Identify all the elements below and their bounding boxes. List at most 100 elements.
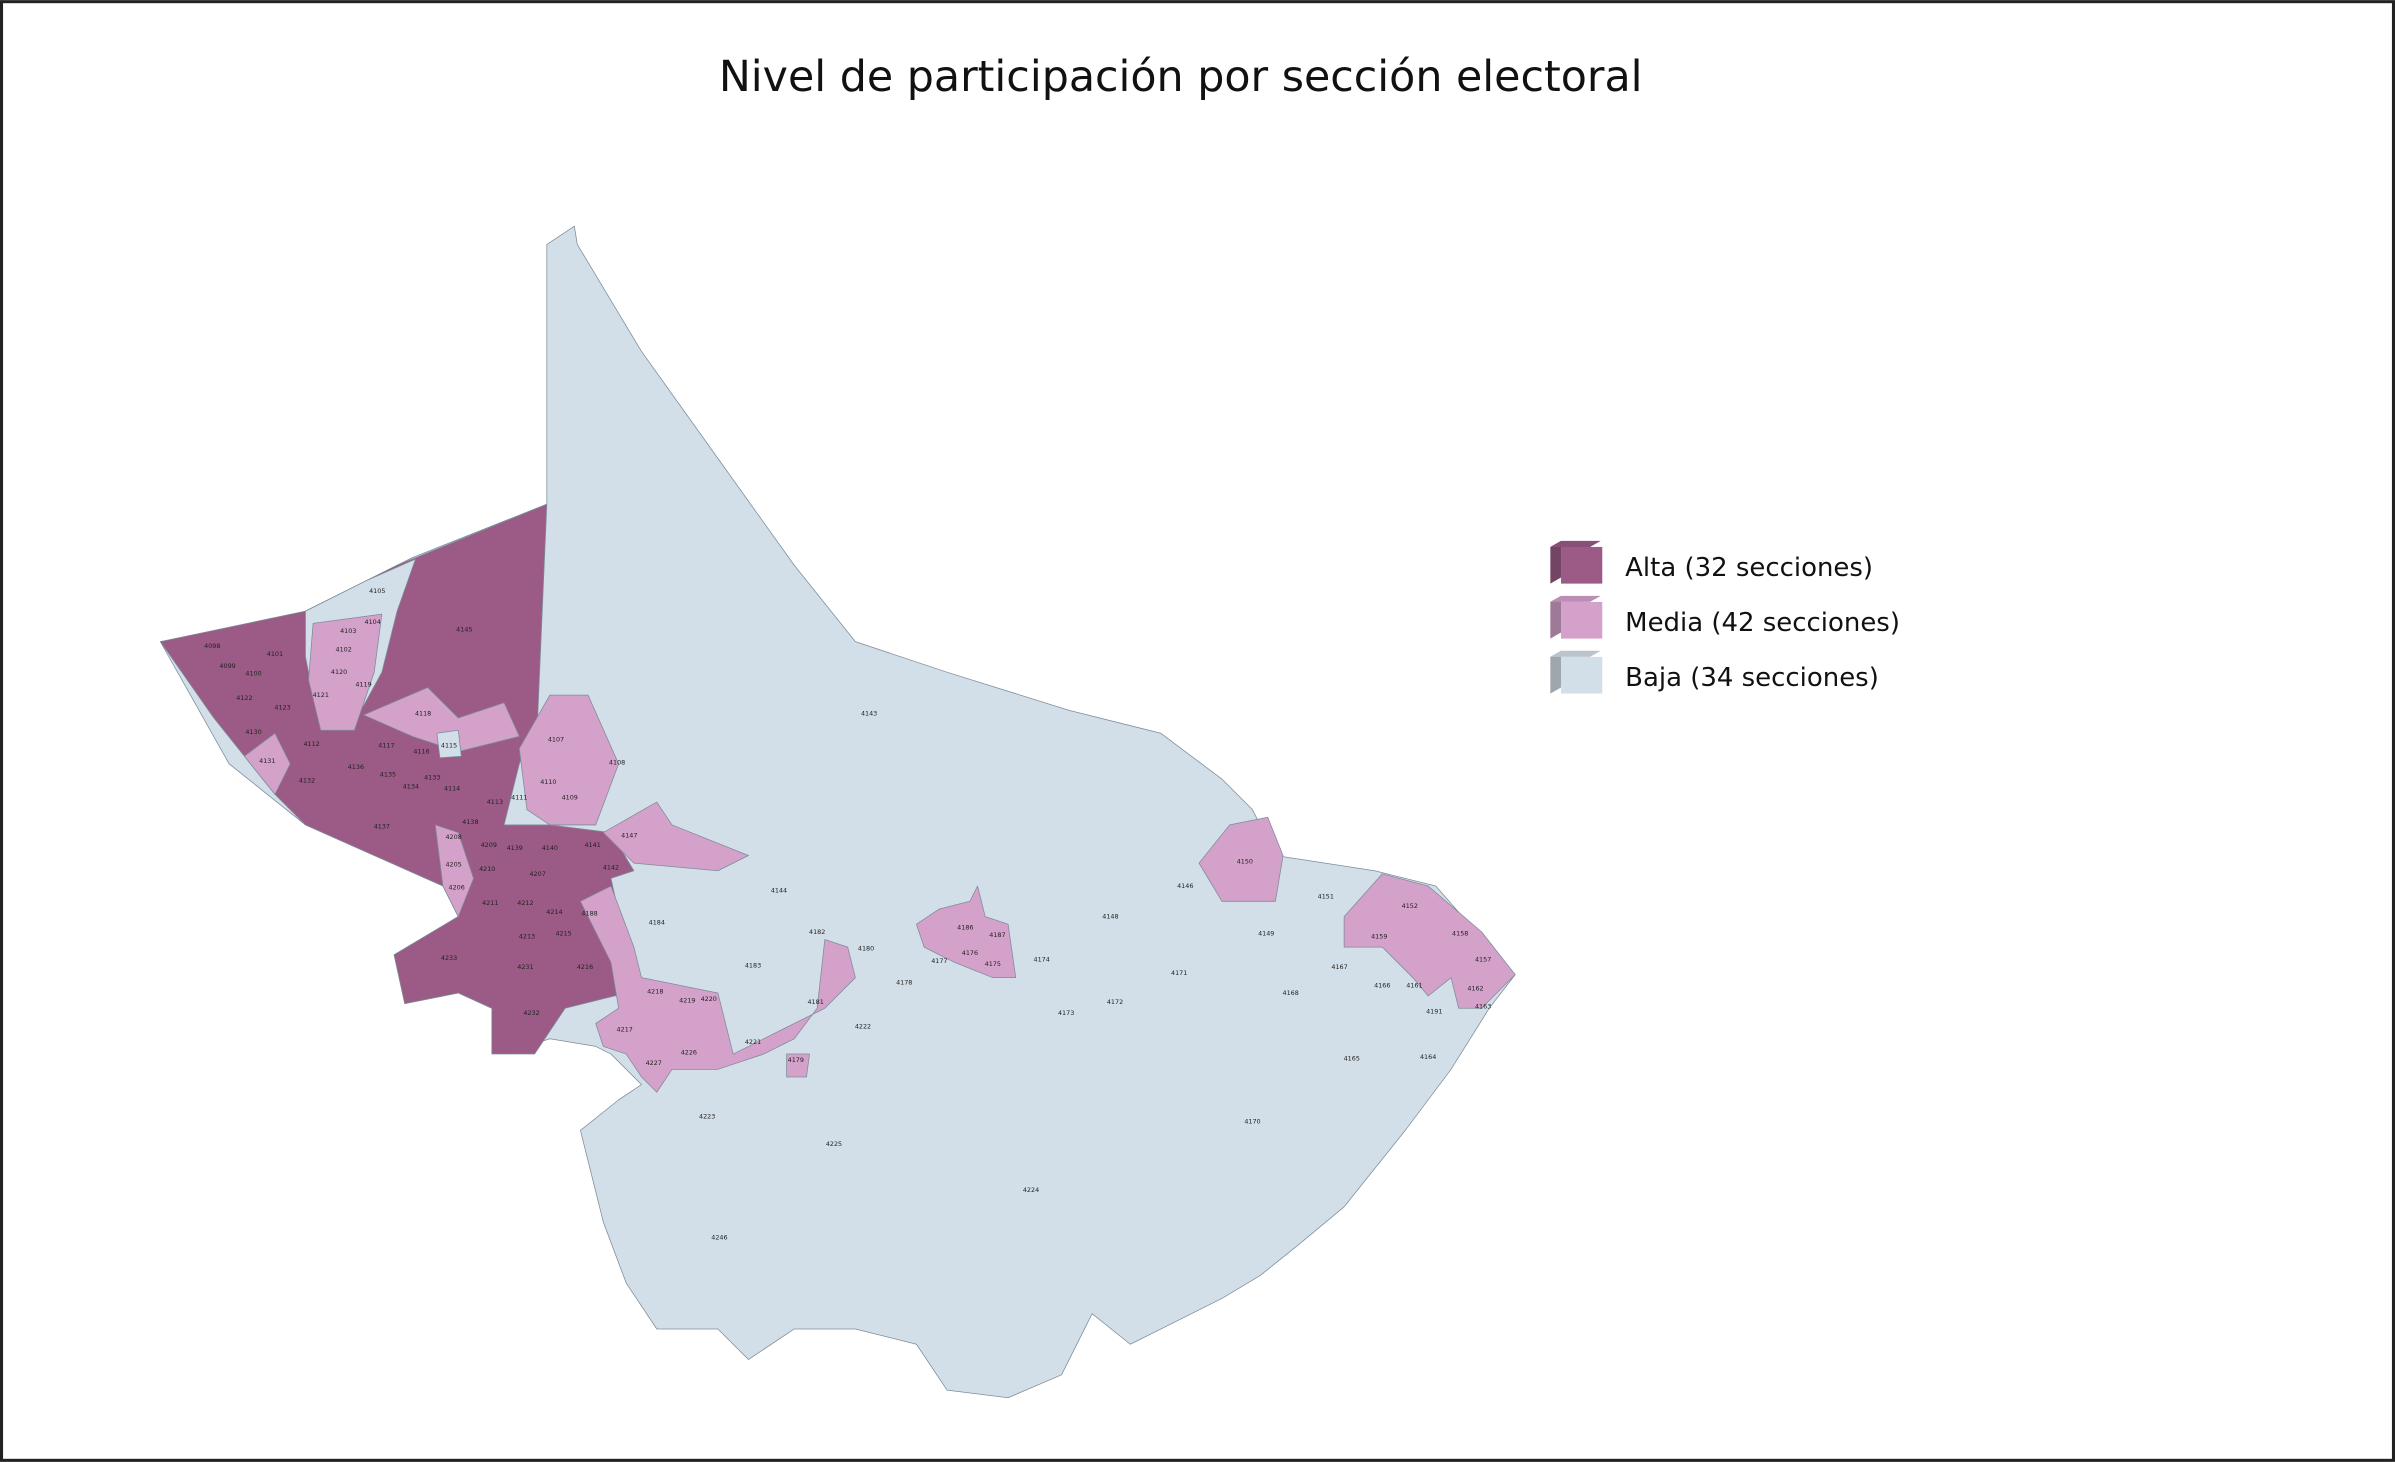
- legend: Alta (32 secciones) Media (42 secciones) B…: [1550, 540, 1900, 694]
- section-label: 4226: [681, 1049, 697, 1057]
- section-label: 4209: [481, 841, 497, 849]
- section-label: 4117: [378, 742, 394, 750]
- section-label: 4163: [1475, 1003, 1491, 1011]
- section-label: 4142: [603, 864, 619, 872]
- section-label: 4211: [482, 899, 498, 907]
- section-label: 4107: [548, 735, 564, 743]
- section-label: 4217: [617, 1026, 633, 1034]
- section-label: 4224: [1023, 1186, 1039, 1194]
- section-label: 4210: [479, 865, 495, 873]
- section-label: 4186: [957, 923, 973, 931]
- section-label: 4150: [1237, 858, 1253, 866]
- section-label: 4231: [517, 963, 533, 971]
- section-label: 4122: [236, 694, 252, 702]
- section-label: 4181: [807, 998, 823, 1006]
- region: [580, 885, 856, 1093]
- legend-swatch-top: [1550, 595, 1601, 602]
- section-label: 4108: [609, 758, 625, 766]
- section-label: 4214: [546, 908, 562, 916]
- section-label: 4116: [413, 748, 429, 756]
- section-label: 4216: [577, 963, 593, 971]
- section-label: 4147: [621, 832, 637, 840]
- region: [436, 729, 462, 759]
- section-label: 4103: [340, 627, 356, 635]
- section-labels: 4143 4145 4105 4104 4103 4102 4101 4100 4099 4098…: [204, 587, 1491, 1241]
- section-label: 4176: [962, 949, 978, 957]
- section-label: 4119: [355, 680, 371, 688]
- legend-swatch: [1561, 601, 1603, 639]
- section-label: 4222: [855, 1023, 871, 1031]
- region: [602, 801, 749, 872]
- section-label: 4158: [1452, 929, 1468, 937]
- section-label: 4104: [365, 618, 381, 626]
- section-label: 4098: [204, 642, 220, 650]
- section-label: 4143: [861, 709, 877, 717]
- section-label: 4166: [1374, 981, 1390, 989]
- section-label: 4174: [1034, 955, 1050, 963]
- section-label: 4167: [1331, 963, 1347, 971]
- section-label: 4179: [788, 1056, 804, 1064]
- region: [308, 613, 383, 731]
- section-label: 4159: [1371, 932, 1387, 940]
- section-label: 4099: [219, 662, 235, 670]
- section-label: 4114: [444, 784, 460, 792]
- section-label: 4123: [274, 703, 290, 711]
- regions: [159, 225, 1516, 1399]
- legend-swatch-side: [1550, 650, 1562, 694]
- section-label: 4118: [415, 709, 431, 717]
- section-label: 4164: [1420, 1053, 1436, 1061]
- section-label: 4151: [1318, 893, 1334, 901]
- section-label: 4213: [519, 932, 535, 940]
- section-label: 4175: [985, 960, 1001, 968]
- section-label: 4134: [403, 783, 419, 791]
- region: [1343, 873, 1516, 1009]
- section-label: 4113: [487, 798, 503, 806]
- section-label: 4162: [1467, 984, 1483, 992]
- section-label: 4130: [245, 728, 261, 736]
- section-label: 4161: [1406, 981, 1422, 989]
- legend-swatch: [1561, 546, 1603, 584]
- section-label: 4207: [529, 870, 545, 878]
- section-label: 4100: [245, 670, 261, 678]
- section-label: 4131: [259, 757, 275, 765]
- section-label: 4148: [1102, 913, 1118, 921]
- legend-label: Alta (32 secciones): [1625, 553, 1873, 583]
- section-label: 4145: [456, 625, 472, 633]
- section-label: 4191: [1426, 1007, 1442, 1015]
- legend-swatch-side: [1550, 595, 1562, 639]
- section-label: 4219: [679, 997, 695, 1005]
- section-label: 4168: [1283, 989, 1299, 997]
- section-label: 4206: [449, 884, 465, 892]
- section-label: 4170: [1244, 1117, 1260, 1125]
- region: [786, 1053, 810, 1078]
- section-label: 4133: [424, 774, 440, 782]
- section-label: 4157: [1475, 955, 1491, 963]
- section-label: 4183: [745, 961, 761, 969]
- section-label: 4188: [581, 910, 597, 918]
- region: [244, 732, 291, 795]
- section-label: 4180: [858, 945, 874, 953]
- map-title: Nivel de participación por sección elect…: [719, 52, 1643, 102]
- section-label: 4172: [1107, 998, 1123, 1006]
- section-label: 4187: [989, 931, 1005, 939]
- section-label: 4149: [1258, 929, 1274, 937]
- section-label: 4171: [1171, 969, 1187, 977]
- section-label: 4111: [511, 793, 527, 801]
- section-label: 4177: [931, 957, 947, 965]
- section-label: 4144: [771, 887, 787, 895]
- section-label: 4182: [809, 928, 825, 936]
- region: [434, 824, 474, 917]
- section-label: 4233: [441, 954, 457, 962]
- section-label: 4139: [507, 844, 523, 852]
- section-label: 4135: [380, 771, 396, 779]
- section-label: 4121: [313, 691, 329, 699]
- section-label: 4146: [1177, 882, 1193, 890]
- section-label: 4212: [517, 899, 533, 907]
- section-label: 4136: [348, 763, 364, 771]
- section-label: 4208: [445, 833, 461, 841]
- section-label: 4232: [523, 1009, 539, 1017]
- section-label: 4101: [267, 650, 283, 658]
- section-label: 4215: [555, 929, 571, 937]
- legend-swatch-top: [1550, 540, 1601, 547]
